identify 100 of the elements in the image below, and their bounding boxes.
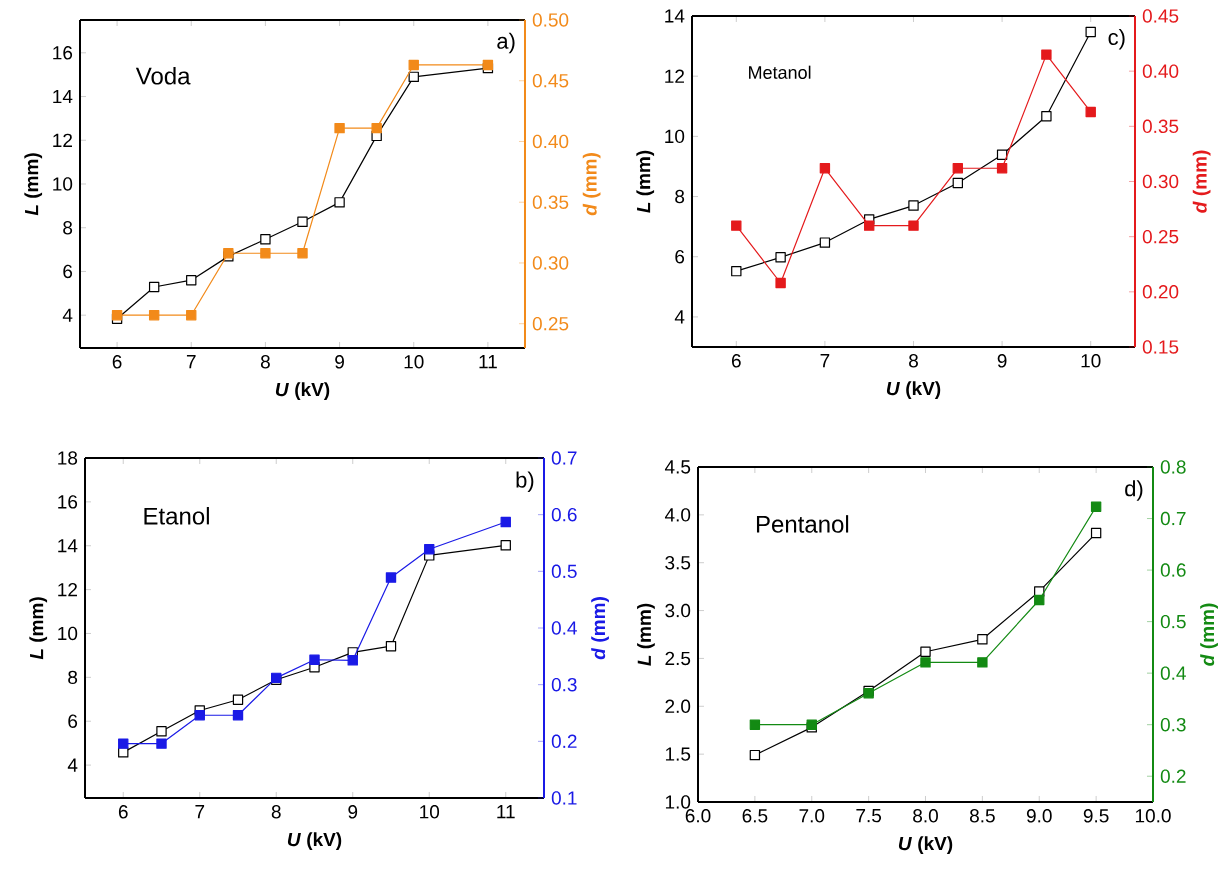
- y2-tick-label: 0.25: [1142, 229, 1179, 244]
- point: [500, 540, 511, 551]
- x-tick-label: 10.0: [1135, 809, 1171, 823]
- y2-tick-label: 0.3: [551, 677, 577, 692]
- y2-tick-label: 0.5: [1160, 614, 1186, 629]
- x-axis-title: U (kV): [275, 382, 330, 400]
- point: [500, 516, 511, 528]
- point: [731, 265, 742, 277]
- x-tick-label: 8: [909, 354, 918, 368]
- point: [297, 216, 308, 228]
- y-axis-title: L (mm): [636, 150, 655, 213]
- annotation: d): [1125, 480, 1143, 501]
- x-tick-label: 9: [335, 355, 344, 369]
- y-tick-label: 16: [53, 46, 73, 60]
- y2-tick-label: 0.3: [1160, 717, 1186, 732]
- x-tick-label: 6: [118, 805, 128, 819]
- point: [385, 641, 397, 652]
- point: [996, 163, 1008, 174]
- y-tick-label: 8: [63, 221, 73, 235]
- x-tick-label: 7.5: [856, 809, 882, 823]
- x-tick-label: 8: [260, 355, 270, 369]
- y-tick-label: 10: [665, 129, 685, 144]
- x-tick-label: 7: [186, 355, 196, 369]
- point: [297, 248, 308, 259]
- y2-tick-label: 0.35: [1142, 119, 1179, 134]
- x-tick-label: 6.0: [685, 809, 711, 823]
- point: [118, 747, 129, 758]
- point: [1034, 594, 1045, 606]
- point: [408, 71, 419, 83]
- annotation: Voda: [135, 66, 191, 85]
- y2-axis-title: d (mm): [582, 153, 601, 216]
- y-axis-title: L (mm): [29, 597, 48, 660]
- x-tick-label: 7: [820, 354, 830, 368]
- annotation: c): [1108, 28, 1125, 50]
- point: [920, 646, 931, 657]
- y-tick-label: 2.0: [665, 699, 691, 714]
- y-tick-label: 16: [58, 495, 78, 509]
- point: [864, 220, 875, 231]
- x-tick-label: 7: [195, 805, 205, 819]
- x-tick-label: 9.0: [1026, 809, 1052, 823]
- point: [952, 163, 963, 174]
- y2-tick-label: 0.15: [1142, 340, 1179, 354]
- x-tick-label: 6: [112, 355, 122, 369]
- annotation: a): [497, 32, 515, 54]
- x-axis-title: U (kV): [898, 836, 953, 854]
- point: [749, 749, 761, 761]
- y-tick-label: 14: [53, 89, 73, 104]
- y2-tick-label: 0.8: [1160, 460, 1186, 474]
- y-tick-label: 1.0: [665, 795, 691, 809]
- point: [118, 738, 129, 749]
- x-tick-label: 10: [420, 805, 440, 819]
- point: [385, 572, 397, 583]
- y-tick-label: 3.0: [665, 603, 691, 618]
- x-tick-label: 8: [271, 805, 281, 819]
- point: [186, 310, 197, 321]
- point: [371, 122, 382, 134]
- y2-tick-label: 0.2: [1160, 769, 1186, 783]
- point: [334, 197, 345, 208]
- x-tick-label: 6: [731, 354, 741, 368]
- y-tick-label: 6: [68, 714, 78, 728]
- y-tick-label: 4: [67, 758, 78, 772]
- point: [952, 177, 963, 189]
- y-tick-label: 10: [58, 626, 78, 641]
- y-tick-label: 2.5: [665, 651, 691, 666]
- annotation: b): [516, 471, 534, 493]
- x-tick-label: 9.5: [1083, 809, 1109, 823]
- point: [148, 281, 160, 293]
- y-tick-label: 12: [53, 133, 72, 147]
- y-tick-label: 1.5: [665, 747, 691, 761]
- point: [156, 738, 167, 749]
- point: [1085, 106, 1096, 118]
- y2-tick-label: 0.30: [532, 256, 569, 270]
- point: [908, 200, 919, 211]
- point: [424, 544, 435, 555]
- y-tick-label: 14: [58, 539, 78, 553]
- y2-tick-label: 0.7: [551, 451, 577, 465]
- x-axis-title: U (kV): [287, 832, 342, 850]
- y2-tick-label: 0.4: [551, 621, 577, 635]
- x-axis-title: U (kV): [886, 381, 941, 399]
- x-tick-label: 8.0: [913, 809, 938, 823]
- point: [920, 657, 931, 668]
- point: [775, 277, 786, 289]
- y2-tick-label: 0.6: [551, 507, 577, 522]
- point: [1090, 501, 1102, 512]
- point: [232, 694, 244, 705]
- y2-tick-label: 0.30: [1142, 174, 1179, 189]
- point: [194, 710, 205, 721]
- y2-tick-label: 0.45: [1142, 9, 1179, 23]
- y-tick-label: 8: [675, 189, 685, 204]
- y2-tick-label: 0.7: [1160, 511, 1186, 526]
- y-axis-title: L (mm): [637, 603, 655, 666]
- y-tick-label: 14: [665, 9, 685, 23]
- y2-tick-label: 0.2: [551, 734, 577, 749]
- point: [232, 710, 244, 721]
- y2-axis-title: d (mm): [1200, 603, 1218, 666]
- x-tick-label: 9: [997, 354, 1007, 368]
- x-tick-label: 10: [404, 355, 424, 369]
- y-tick-label: 4: [674, 310, 685, 324]
- point: [977, 634, 988, 645]
- y2-tick-label: 0.45: [532, 74, 569, 88]
